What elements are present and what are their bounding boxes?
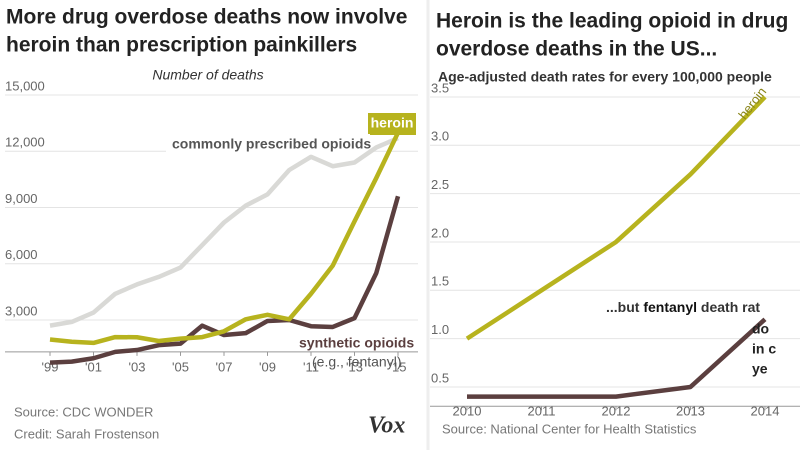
y-tick-label: 6,000 [5,247,38,262]
annotation: in c [752,341,776,357]
annotation: (e.g., fentanyl) [312,354,402,370]
annotation: commonly prescribed opioids [172,136,371,152]
annotation-part: fentanyl [643,299,697,315]
credit: Credit: Sarah Frostenson [14,426,159,441]
y-tick-label: 2.5 [431,177,449,192]
x-tick-label: 2012 [602,403,631,418]
x-tick-label: '15 [390,359,407,374]
y-tick-label: 3.5 [431,80,449,95]
x-tick-label: '03 [129,359,146,374]
y-tick-label: 12,000 [5,135,45,150]
x-tick-label: 2014 [751,403,780,418]
annotation: ye [752,361,768,377]
y-tick-label: 1.5 [431,274,449,289]
annotation-part: ...but [606,299,643,315]
series-line [49,131,401,346]
y-tick-label: 9,000 [5,191,38,206]
x-tick-label: '01 [85,359,102,374]
series-line [49,195,401,365]
annotation: ...but fentanyl death rat [606,299,760,315]
x-tick-label: '11 [303,359,319,374]
annotation: heroin [371,115,414,131]
y-tick-label: 15,000 [5,78,45,93]
chart-subtitle: Number of deaths [152,67,263,83]
annotation-box [166,134,370,156]
chart-title: Heroin is the leading opioid in drug [436,10,788,33]
source: Source: CDC WONDER [14,404,153,419]
source: Source: National Center for Health Stati… [442,421,697,436]
x-tick-label: '13 [346,359,363,374]
x-tick-label: 2010 [453,403,482,418]
chart-title: heroin than prescription painkillers [6,34,357,57]
x-tick-label: '07 [216,359,233,374]
series-line [465,95,767,341]
chart-subtitle: Age-adjusted death rates for every 100,0… [438,69,772,85]
logo: Vox [368,413,405,439]
x-tick-label: 2013 [676,403,705,418]
series-line [466,317,767,399]
annotation-box [368,113,416,135]
y-tick-label: 1.0 [431,322,449,337]
x-tick-label: 2011 [528,403,556,418]
x-tick-label: '05 [172,359,189,374]
x-tick-label: '09 [259,359,276,374]
y-tick-label: 3,000 [5,303,38,318]
y-tick-label: 2.0 [431,225,449,240]
chart-title: overdose deaths in the US... [436,38,717,61]
series-line [49,136,399,328]
annotation-part: death rat [697,299,760,315]
y-tick-label: 3.0 [431,129,449,144]
chart-title: More drug overdose deaths now involve [6,6,407,29]
annotation: do [752,321,769,337]
annotation: synthetic opioids [299,335,414,351]
y-tick-label: 0.5 [431,370,449,385]
